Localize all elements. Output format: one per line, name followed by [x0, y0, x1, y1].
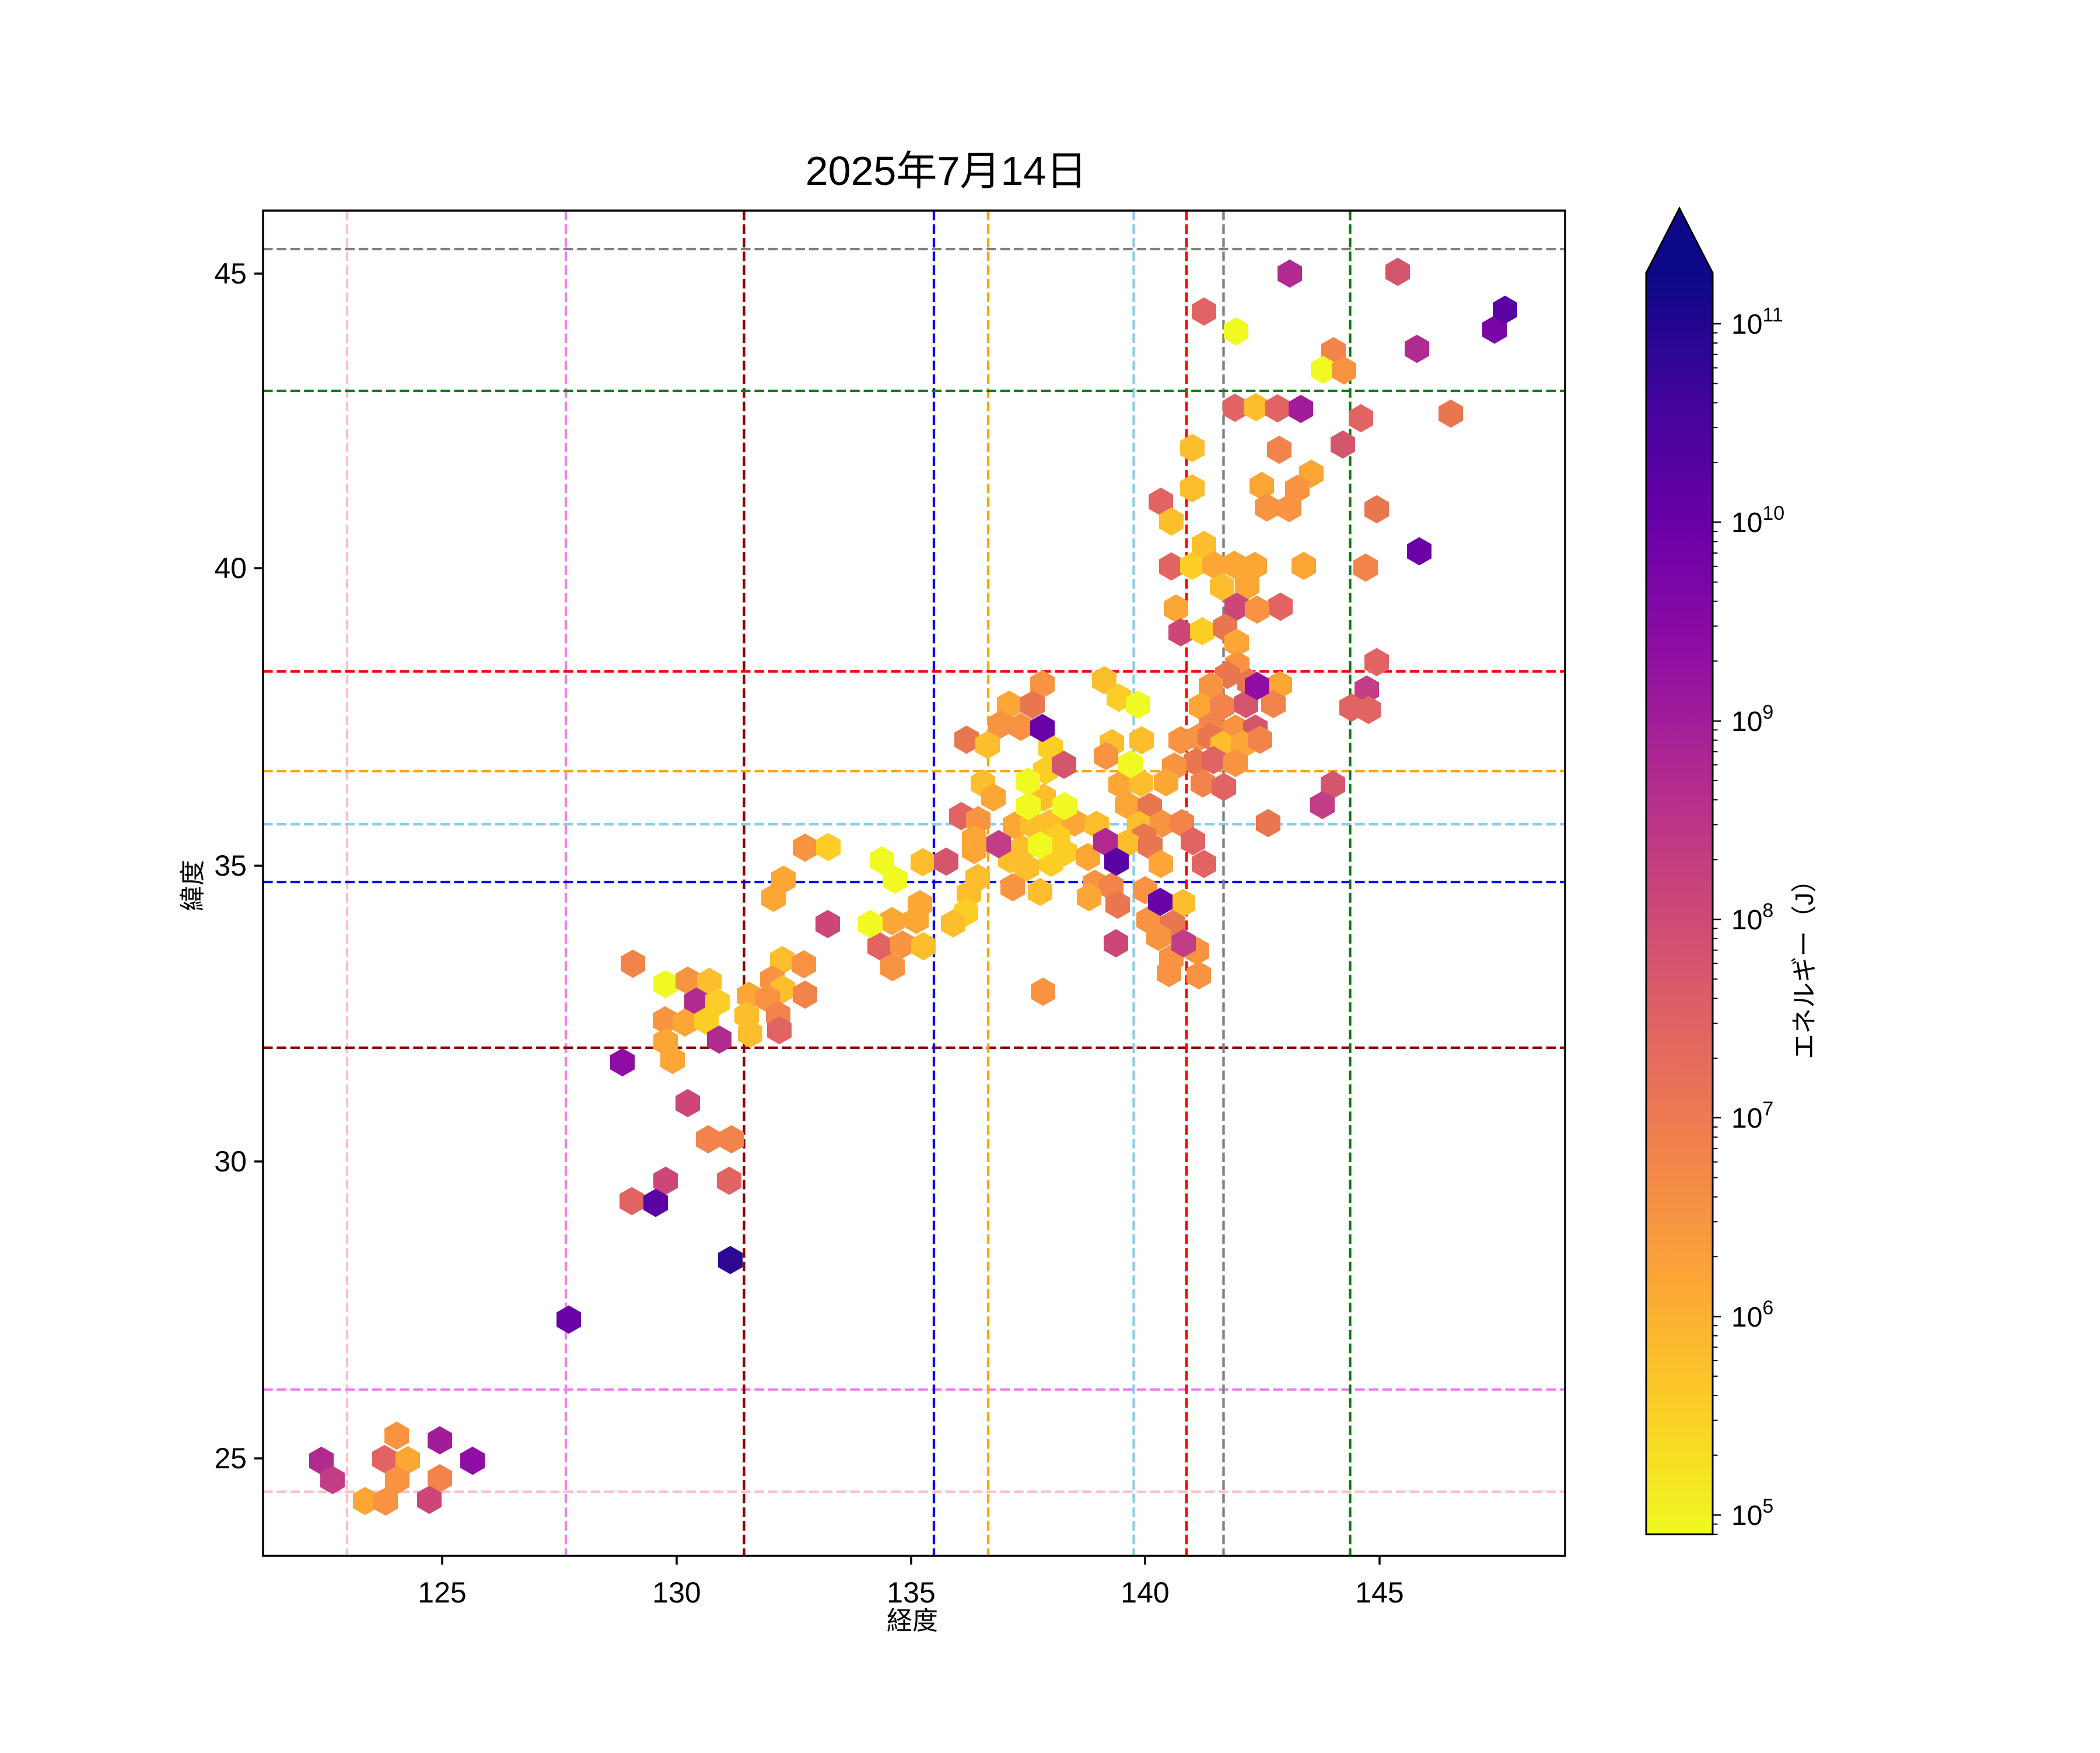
svg-text:25: 25	[214, 1442, 247, 1475]
svg-text:35: 35	[214, 849, 247, 882]
svg-text:40: 40	[214, 552, 247, 585]
svg-text:125: 125	[418, 1576, 466, 1609]
svg-text:109: 109	[1731, 701, 1773, 737]
svg-text:2025年7月14日: 2025年7月14日	[806, 148, 1087, 194]
svg-text:45: 45	[214, 257, 247, 290]
svg-text:145: 145	[1355, 1576, 1404, 1609]
svg-text:緯度: 緯度	[178, 860, 207, 911]
svg-text:108: 108	[1731, 900, 1773, 936]
svg-text:経度: 経度	[887, 1607, 938, 1635]
svg-text:30: 30	[214, 1145, 247, 1178]
svg-text:135: 135	[887, 1576, 935, 1609]
svg-text:140: 140	[1121, 1576, 1169, 1609]
svg-text:エネルギー（J）: エネルギー（J）	[1790, 867, 1819, 1059]
svg-text:1010: 1010	[1731, 502, 1784, 538]
svg-text:130: 130	[652, 1576, 701, 1609]
